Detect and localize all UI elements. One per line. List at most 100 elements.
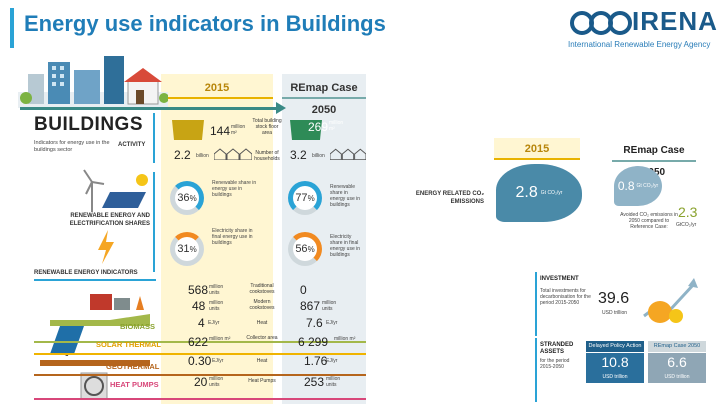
solar-divider [34, 353, 366, 355]
delayed-policy-header: Delayed Policy Action [586, 341, 644, 352]
row-2015-unit: million units [209, 300, 224, 312]
logo-subtitle: International Renewable Energy Agency [568, 40, 711, 49]
re-indicators-underline [34, 279, 156, 281]
electricity-share-2015-ring: 31% [170, 232, 204, 266]
investment-title: INVESTMENT [540, 276, 579, 282]
solar-thermal-label: SOLAR THERMAL [96, 340, 161, 349]
avoided-emissions-value: 2.3 [678, 204, 698, 220]
renewable-shares-label: RENEWABLE ENERGY AND ELECTRIFICATION SHA… [69, 213, 150, 227]
row-label: Heat [256, 320, 268, 326]
geothermal-pipe-icon [40, 360, 150, 366]
avoided-emissions-unit: GtCO₂/yr [676, 222, 697, 228]
percent-sign: % [307, 244, 315, 254]
renewable-share-2015-ring: 36% [170, 181, 204, 215]
row-2050-value: 1.76 [304, 354, 328, 368]
households-label: Number of households [254, 150, 280, 162]
emissions-header-2015: 2015 [494, 138, 580, 160]
shares-bracket [153, 172, 155, 272]
cookstoves-illustration [50, 294, 150, 326]
renewable-share-2050-value: 77 [295, 192, 308, 204]
row-2050-value: 7.6 [306, 316, 323, 330]
remap-stranded-value: 6.6 [667, 354, 687, 370]
households-2015-unit: billion [196, 153, 209, 159]
row-label: Modern cookstoves [249, 299, 275, 311]
emissions-2050-value: 0.8 [617, 179, 635, 193]
delayed-policy-card [586, 353, 644, 383]
row-label: Traditional cookstoves [249, 283, 275, 295]
households-2015-value: 2.2 [174, 148, 191, 162]
houses-2015-icon [214, 148, 252, 160]
renewable-share-2015-label: Renewable share in energy use in buildin… [212, 180, 257, 198]
investment-value: 39.6 [598, 290, 630, 307]
wind-solar-illustration [83, 169, 148, 212]
emissions-2015-bubble: 2.8 Gt CO₂/yr [496, 164, 582, 222]
row-2015-value: 20 [194, 375, 208, 389]
row-2015-unit: EJ/yr [212, 358, 224, 364]
row-2050-unit: million m² [334, 336, 356, 342]
row-2015-value: 622 [188, 335, 209, 349]
heat-pumps-label: HEAT PUMPS [110, 380, 159, 389]
activity-bracket [153, 113, 155, 163]
electricity-share-2050-value: 56 [295, 243, 308, 255]
percent-sign: % [189, 244, 197, 254]
row-2015-unit: million units [209, 284, 224, 296]
row-2050-unit: million units [322, 300, 337, 312]
heatpump-divider [34, 398, 366, 400]
emissions-2050-unit: Gt CO₂/yr [636, 183, 659, 189]
remap-stranded-card [648, 353, 706, 383]
stranded-assets-box [535, 338, 713, 402]
electricity-share-2015-label: Electricity share in final energy use in… [212, 228, 253, 246]
households-2050-unit: billion [312, 153, 325, 159]
renewable-share-2050-ring: 77% [288, 181, 322, 215]
emissions-2015-unit: Gt CO₂/yr [540, 190, 563, 196]
remap-stranded-unit: USD trillion [664, 374, 690, 380]
column-header-2015: 2015 [161, 77, 273, 99]
emissions-2015-value: 2.8 [515, 184, 538, 201]
floor-area-2050-unit: million m² [329, 120, 344, 132]
electricity-share-2015-value: 31 [177, 243, 190, 255]
percent-sign: % [189, 193, 197, 203]
stranded-period: for the period 2015-2050 [540, 358, 570, 370]
floor-area-2050-value: 269 [308, 120, 329, 134]
sector-title: BUILDINGS [34, 114, 143, 135]
floor-area-2015-unit: million m² [231, 124, 246, 136]
avoided-emissions-label: Avoided CO₂ emissions in 2050 compared t… [620, 212, 678, 230]
renewable-share-2015-value: 36 [177, 192, 190, 204]
emissions-2050-bubble: 0.8 Gt CO₂/yr [614, 166, 662, 206]
remap-stranded-header: REmap Case 2050 [648, 341, 706, 352]
re-indicators-label: RENEWABLE ENERGY INDICATORS [34, 270, 138, 276]
row-2015-unit: million m² [209, 336, 231, 342]
logo-wordmark: IRENA [632, 6, 718, 36]
timeline-arrow-head [276, 102, 286, 114]
title-accent-bar [10, 8, 14, 48]
solar-collector-icon [50, 326, 84, 356]
row-label: Heat [256, 358, 268, 364]
row-label: Collector area [246, 335, 278, 341]
floor-area-label: Total building stock floor area [252, 118, 282, 136]
row-2050-unit: EJ/yr [326, 320, 338, 326]
geothermal-divider [34, 374, 366, 376]
row-2050-unit: EJ/yr [326, 358, 338, 364]
irena-logo-icon [570, 11, 632, 35]
floor-area-2015-icon [172, 120, 204, 140]
heat-pump-fan-icon [80, 372, 108, 400]
row-2015-value: 48 [192, 299, 206, 313]
row-2015-unit: EJ/yr [208, 320, 220, 326]
row-2015-value: 4 [198, 316, 205, 330]
row-2050-unit: million units [326, 376, 341, 388]
geothermal-label: GEOTHERMAL [106, 362, 160, 371]
city-buildings-illustration [18, 56, 168, 108]
row-2050-value: 6 299 [298, 335, 329, 349]
investment-box [535, 272, 713, 336]
row-2015-value: 568 [188, 283, 209, 297]
biomass-divider [34, 341, 366, 343]
sector-subtitle: Indicators for energy use in the buildin… [34, 140, 110, 153]
row-2050-value: 0 [300, 283, 307, 297]
row-2015-value: 0.30 [188, 354, 212, 368]
row-label: Heat Pumps [248, 378, 276, 384]
floor-area-2015-value: 144 [210, 124, 231, 138]
emissions-header-remap: REmap Case 2050 [612, 140, 696, 178]
houses-2050-icon [330, 148, 366, 160]
delayed-policy-unit: USD trillion [602, 374, 628, 380]
timeline-arrow [20, 107, 282, 110]
